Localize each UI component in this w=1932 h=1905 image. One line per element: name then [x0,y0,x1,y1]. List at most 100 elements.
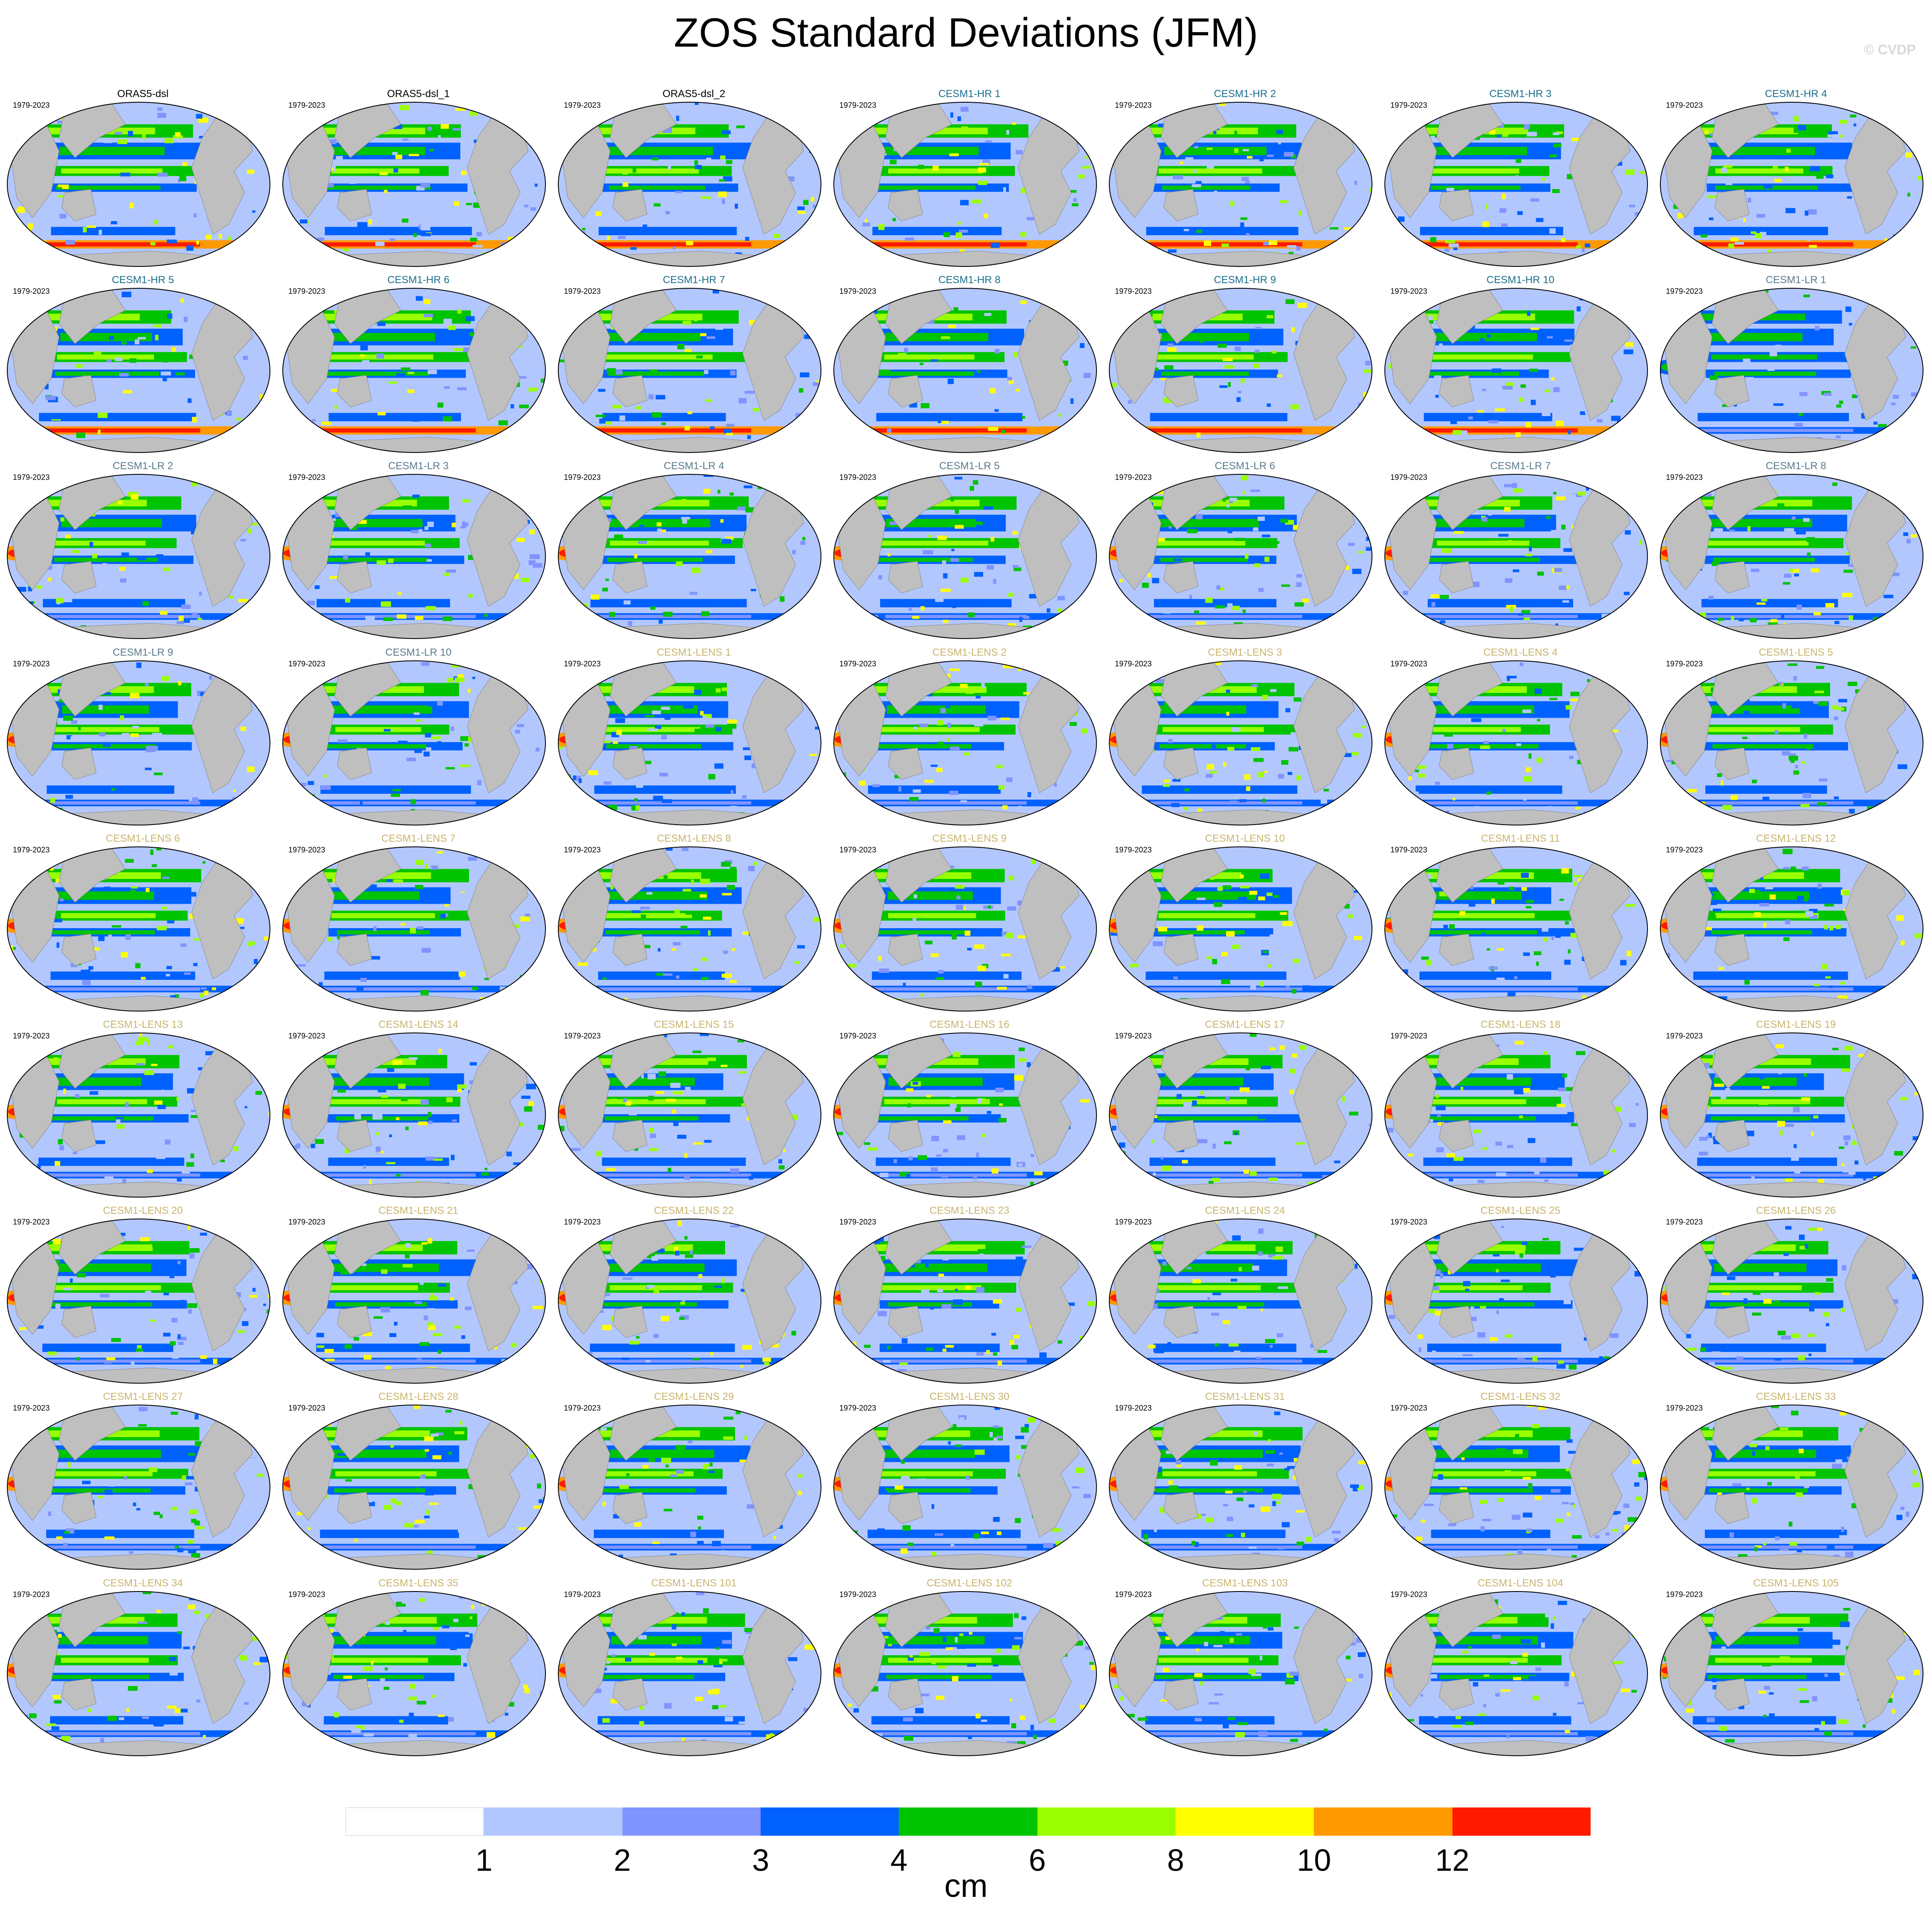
ocean-map [1384,1219,1648,1384]
panel-title: CESM1-LENS 3 [1208,646,1282,658]
panel-period: 1979-2023 [839,287,877,296]
ocean-map [7,1591,270,1756]
panel-title: CESM1-LENS 32 [1480,1391,1561,1403]
panel-title: CESM1-LENS 11 [1481,832,1560,844]
panel-title: CESM1-LENS 10 [1205,832,1285,844]
map-panel: ORAS5-dsl_2 1979-2023 [557,88,831,272]
map-panel: CESM1-LR 8 1979-2023 [1659,460,1932,644]
ocean-map [1109,846,1372,1012]
panel-period: 1979-2023 [1666,1404,1703,1413]
colorbar-swatch [899,1807,1037,1836]
ocean-map [833,1591,1097,1756]
ocean-map [1660,660,1923,825]
map-panel: CESM1-LENS 33 1979-2023 [1659,1391,1932,1575]
ocean-map [1660,474,1923,639]
ocean-map [1109,102,1372,267]
map-panel: CESM1-LENS 26 1979-2023 [1659,1205,1932,1389]
panel-period: 1979-2023 [288,473,326,482]
panel-period: 1979-2023 [1390,659,1428,668]
panel-title: CESM1-LENS 104 [1477,1577,1564,1589]
panel-period: 1979-2023 [288,659,326,668]
panel-title: CESM1-LENS 30 [929,1391,1010,1403]
panel-title: CESM1-LR 1 [1766,274,1826,286]
map-panel: CESM1-LENS 22 1979-2023 [557,1205,831,1389]
ocean-map [7,288,270,453]
panel-title: CESM1-LENS 6 [106,832,180,844]
watermark: © CVDP [1864,42,1916,57]
map-panel: CESM1-LENS 16 1979-2023 [833,1019,1106,1203]
panel-title: CESM1-LENS 19 [1756,1019,1836,1030]
panel-title: CESM1-LENS 7 [381,832,456,844]
panel-title: ORAS5-dsl [117,88,169,100]
map-panel: CESM1-HR 10 1979-2023 [1384,274,1657,458]
map-panel: CESM1-LENS 23 1979-2023 [833,1205,1106,1389]
colorbar-swatch [1452,1807,1591,1836]
map-panel: CESM1-LENS 2 1979-2023 [833,647,1106,831]
map-panel: CESM1-LENS 3 1979-2023 [1108,647,1382,831]
colorbar-tick-label: 3 [752,1843,770,1878]
ocean-map [1660,102,1923,267]
panel-title: CESM1-HR 1 [938,88,1001,100]
map-panel: CESM1-HR 3 1979-2023 [1384,88,1657,272]
panel-title: CESM1-LENS 9 [932,832,1007,844]
panel-period: 1979-2023 [13,1404,50,1413]
panel-period: 1979-2023 [288,1404,326,1413]
panel-period: 1979-2023 [564,1218,601,1227]
ocean-map [833,1405,1097,1570]
panel-period: 1979-2023 [839,1032,877,1040]
panel-title: CESM1-LR 10 [385,646,452,658]
ocean-map [1109,1591,1372,1756]
panel-title: CESM1-LENS 14 [378,1019,459,1030]
panel-period: 1979-2023 [1390,473,1428,482]
map-panel: CESM1-LENS 24 1979-2023 [1108,1205,1382,1389]
panel-title: CESM1-LENS 21 [378,1205,459,1217]
panel-period: 1979-2023 [564,1404,601,1413]
map-panel: CESM1-LENS 101 1979-2023 [557,1577,831,1761]
map-panel: CESM1-HR 6 1979-2023 [282,274,555,458]
ocean-map [7,1405,270,1570]
panel-title: CESM1-LR 7 [1490,460,1551,472]
panel-period: 1979-2023 [13,287,50,296]
map-panel: CESM1-LENS 17 1979-2023 [1108,1019,1382,1203]
panel-period: 1979-2023 [1666,845,1703,854]
panel-period: 1979-2023 [564,1032,601,1040]
panel-title: CESM1-LENS 33 [1756,1391,1836,1403]
map-panel: CESM1-LENS 1 1979-2023 [557,647,831,831]
map-panel: CESM1-LENS 29 1979-2023 [557,1391,831,1575]
ocean-map [1109,288,1372,453]
panel-title: CESM1-LENS 4 [1483,646,1558,658]
map-panel: CESM1-LR 10 1979-2023 [282,647,555,831]
ocean-map [7,1219,270,1384]
map-panel: CESM1-LENS 25 1979-2023 [1384,1205,1657,1389]
panel-period: 1979-2023 [839,659,877,668]
ocean-map [558,102,821,267]
ocean-map [1109,1219,1372,1384]
panel-title: ORAS5-dsl_1 [387,88,450,100]
panel-period: 1979-2023 [564,473,601,482]
panel-title: CESM1-LENS 17 [1205,1019,1285,1030]
colorbar-swatch [484,1807,622,1836]
map-panel: CESM1-LENS 20 1979-2023 [6,1205,280,1389]
panel-title: CESM1-LENS 102 [926,1577,1013,1589]
panel-period: 1979-2023 [1390,287,1428,296]
map-panel: CESM1-LENS 5 1979-2023 [1659,647,1932,831]
panel-title: CESM1-LENS 1 [657,646,731,658]
map-panel: CESM1-HR 9 1979-2023 [1108,274,1382,458]
panel-title: CESM1-LENS 16 [929,1019,1010,1030]
panel-title: CESM1-LR 6 [1215,460,1275,472]
ocean-map [558,846,821,1012]
panel-title: CESM1-LENS 18 [1480,1019,1561,1030]
panel-title: CESM1-LENS 34 [103,1577,183,1589]
map-panel: CESM1-LENS 28 1979-2023 [282,1391,555,1575]
panel-title: CESM1-LENS 13 [103,1019,183,1030]
colorbar-swatch [1176,1807,1314,1836]
panel-title: CESM1-HR 6 [387,274,450,286]
panel-title: CESM1-LENS 31 [1205,1391,1285,1403]
ocean-map [7,474,270,639]
ocean-map [1384,474,1648,639]
panel-title: CESM1-HR 3 [1489,88,1552,100]
map-panel: CESM1-LR 1 1979-2023 [1659,274,1932,458]
ocean-map [833,660,1097,825]
panel-title: CESM1-HR 8 [938,274,1001,286]
panel-period: 1979-2023 [1666,473,1703,482]
